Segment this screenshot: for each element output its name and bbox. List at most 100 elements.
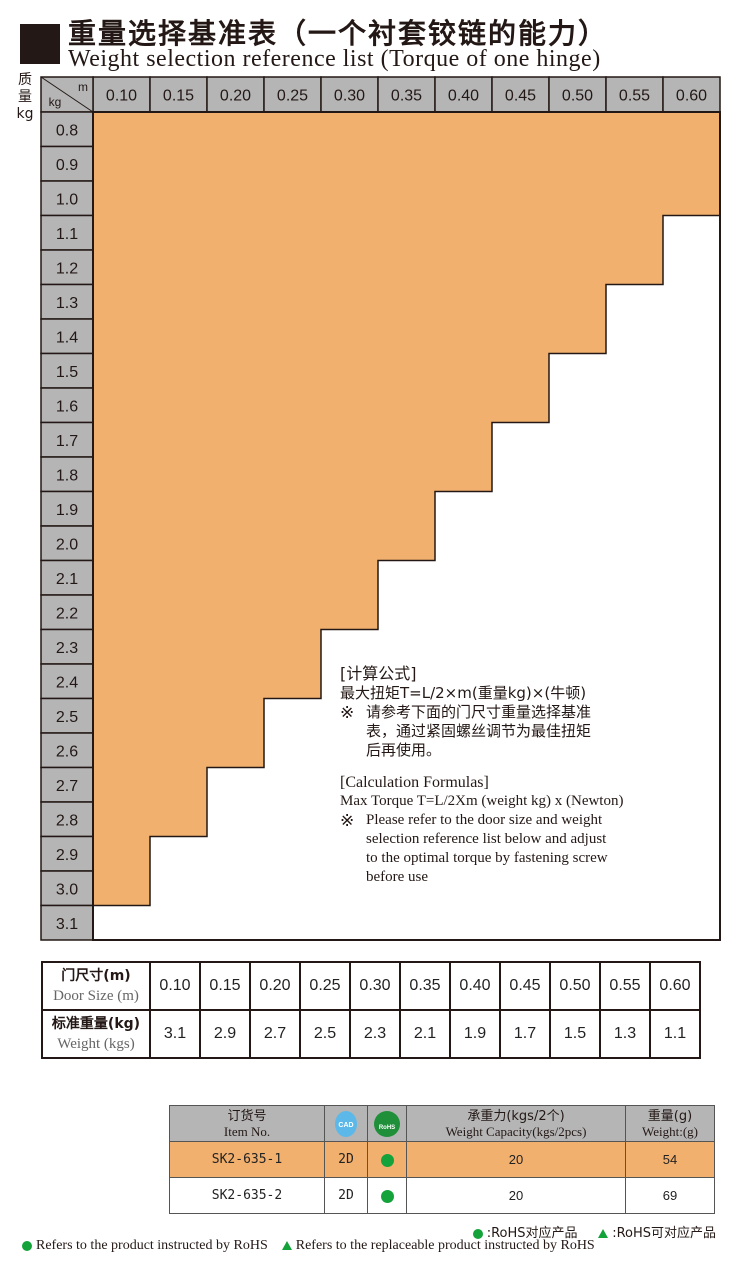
weight-cell: 1.3 bbox=[599, 1009, 651, 1059]
row-header-label: 2.4 bbox=[56, 674, 78, 691]
cad-type: 2D bbox=[324, 1141, 368, 1178]
formula-title-en: [Calculation Formulas] bbox=[340, 774, 489, 791]
weight-cell: 1.1 bbox=[649, 1009, 701, 1059]
chart-border bbox=[92, 111, 721, 941]
row-header-label: 1.6 bbox=[56, 398, 78, 415]
item-row: SK2-635-1 2D 20 54 bbox=[169, 1141, 715, 1178]
door-size-cell: 0.20 bbox=[249, 961, 301, 1011]
side-label-char-2: 量 bbox=[18, 89, 32, 105]
row-header-label: 1.8 bbox=[56, 467, 78, 484]
weight-cell: 1.5 bbox=[549, 1009, 601, 1059]
col-unit-weight-en: Weight:(g) bbox=[642, 1123, 698, 1139]
col-weight-capacity-cn: 承重力(kgs/2个) bbox=[467, 1108, 565, 1124]
weight-capacity: 20 bbox=[406, 1177, 626, 1214]
formula-note-en: ※ Please refer to the door size and weig… bbox=[340, 811, 720, 887]
formula-note-en-line: before use bbox=[366, 869, 429, 885]
column-header-label: 0.25 bbox=[277, 88, 308, 105]
door-size-cell: 0.25 bbox=[299, 961, 351, 1011]
unit-weight: 54 bbox=[625, 1141, 715, 1178]
row-header-cell bbox=[40, 249, 94, 286]
col-item-no-cn: 订货号 bbox=[227, 1108, 267, 1124]
row-header-label: 2.0 bbox=[56, 536, 78, 553]
formula-block: [计算公式] 最大扭矩T=L/2×m(重量kg)×(牛顿) ※ 请参考下面的门尺… bbox=[340, 660, 720, 887]
row-header-label: 1.9 bbox=[56, 502, 78, 519]
legend-cn-tri-text: :RoHS可对应产品 bbox=[612, 1226, 716, 1241]
door-size-cell: 0.10 bbox=[149, 961, 201, 1011]
col-unit-weight-cn: 重量(g) bbox=[647, 1108, 693, 1124]
cad-type: 2D bbox=[324, 1177, 368, 1214]
door-size-cell: 0.60 bbox=[649, 961, 701, 1011]
unit-weight: 69 bbox=[625, 1177, 715, 1214]
note-mark-cn: ※ bbox=[340, 703, 355, 722]
corner-row-unit: kg bbox=[49, 95, 62, 109]
legend-chinese: :RoHS对应产品 :RoHS可对应产品 bbox=[472, 1222, 716, 1241]
corner-col-unit: m bbox=[78, 80, 88, 94]
weight-cell: 2.9 bbox=[199, 1009, 251, 1059]
col-item-no-en: Item No. bbox=[223, 1123, 271, 1139]
col-rohs: RoHS bbox=[367, 1105, 407, 1142]
formula-note-en-line: to the optimal torque by fastening screw bbox=[366, 850, 608, 866]
weight-cell: 2.5 bbox=[299, 1009, 351, 1059]
formula-note-cn-line: 表，通过紧固螺丝调节为最佳扭矩 bbox=[366, 722, 592, 740]
door-size-cell: 0.45 bbox=[499, 961, 551, 1011]
rohs-triangle-icon bbox=[598, 1229, 609, 1238]
row-header-label: 1.5 bbox=[56, 364, 78, 381]
row-header-cell bbox=[40, 421, 94, 458]
formula-title-cn: [计算公式] bbox=[340, 664, 417, 683]
weight-cell: 3.1 bbox=[149, 1009, 201, 1059]
rohs-dot-icon bbox=[472, 1228, 483, 1239]
rohs-status bbox=[367, 1177, 407, 1214]
col-unit-weight: 重量(g) Weight:(g) bbox=[625, 1105, 715, 1142]
row-header-label: 1.7 bbox=[56, 433, 78, 450]
weight-axis-label: 质 量 kg bbox=[14, 72, 36, 123]
door-size-cell: 0.35 bbox=[399, 961, 451, 1011]
row-header-cell bbox=[40, 352, 94, 389]
formula-line-cn: 最大扭矩T=L/2×m(重量kg)×(牛顿) bbox=[340, 684, 587, 702]
door-size-cell: 0.50 bbox=[549, 961, 601, 1011]
row-header-label: 2.9 bbox=[56, 847, 78, 864]
cad-icon: CAD bbox=[335, 1110, 357, 1137]
row-header-label: 2.6 bbox=[56, 743, 78, 760]
rohs-dot-icon bbox=[380, 1154, 394, 1168]
legend-english: Refers to the product instructed by RoHS… bbox=[22, 1238, 595, 1254]
col-weight-capacity: 承重力(kgs/2个) Weight Capacity(kgs/2pcs) bbox=[406, 1105, 626, 1142]
item-spec-table: 订货号 Item No. CAD RoHS 承重力(kgs/2个) Weight… bbox=[169, 1105, 715, 1214]
row-header-cell bbox=[40, 766, 94, 803]
legend-en-dot-text: Refers to the product instructed by RoHS bbox=[36, 1238, 268, 1253]
weight-selection-chart: 0.10 0.15 0.20 0.25 0.30 0.35 0.40 0.45 0.50 0.55… bbox=[40, 76, 721, 941]
rohs-status bbox=[367, 1141, 407, 1178]
column-header-label: 0.15 bbox=[163, 88, 194, 105]
corner-diagonal bbox=[40, 76, 94, 113]
row-header-cell bbox=[40, 214, 94, 251]
formula-note-cn-line: 请参考下面的门尺寸重量选择基准 bbox=[366, 703, 592, 721]
row-header-label: 0.8 bbox=[56, 122, 78, 139]
note-mark-en: ※ bbox=[340, 811, 355, 830]
door-size-label-en: Door Size (m) bbox=[53, 988, 139, 1004]
formula-note-en-line: Please refer to the door size and weight bbox=[366, 812, 603, 828]
rohs-leaf-icon: RoHS bbox=[374, 1110, 400, 1137]
rohs-triangle-icon bbox=[281, 1241, 292, 1251]
column-header-label: 0.35 bbox=[391, 88, 422, 105]
row-header-label: 1.1 bbox=[56, 226, 78, 243]
weight-cell: 2.1 bbox=[399, 1009, 451, 1059]
weight-cell: 2.7 bbox=[249, 1009, 301, 1059]
row-header-cell bbox=[40, 318, 94, 355]
row-header-label: 1.4 bbox=[56, 329, 78, 346]
standard-weight-row: 标准重量(kg) Weight (kgs) 3.1 2.9 2.7 2.5 2.… bbox=[41, 1009, 701, 1059]
side-label-char-1: 质 bbox=[18, 72, 32, 88]
col-weight-capacity-en: Weight Capacity(kgs/2pcs) bbox=[445, 1123, 587, 1139]
item-number: SK2-635-1 bbox=[169, 1141, 325, 1178]
column-header-label: 0.10 bbox=[106, 88, 137, 105]
door-size-row: 门尺寸(m) Door Size (m) 0.10 0.15 0.20 0.25… bbox=[41, 961, 701, 1011]
standard-weight-label-en: Weight (kgs) bbox=[57, 1036, 135, 1052]
row-header-label: 0.9 bbox=[56, 157, 78, 174]
title-chinese: 重量选择基准表（一个衬套铰链的能力） bbox=[68, 17, 609, 50]
column-header-label: 0.55 bbox=[619, 88, 650, 105]
legend-cn-dot-text: :RoHS对应产品 bbox=[486, 1226, 578, 1241]
row-header-label: 1.3 bbox=[56, 295, 78, 312]
row-header-label: 3.0 bbox=[56, 881, 78, 898]
column-header-label: 0.20 bbox=[220, 88, 251, 105]
weight-cell: 1.9 bbox=[449, 1009, 501, 1059]
standard-weight-label-cn: 标准重量(kg) bbox=[51, 1016, 141, 1032]
column-header-cell bbox=[548, 76, 607, 113]
